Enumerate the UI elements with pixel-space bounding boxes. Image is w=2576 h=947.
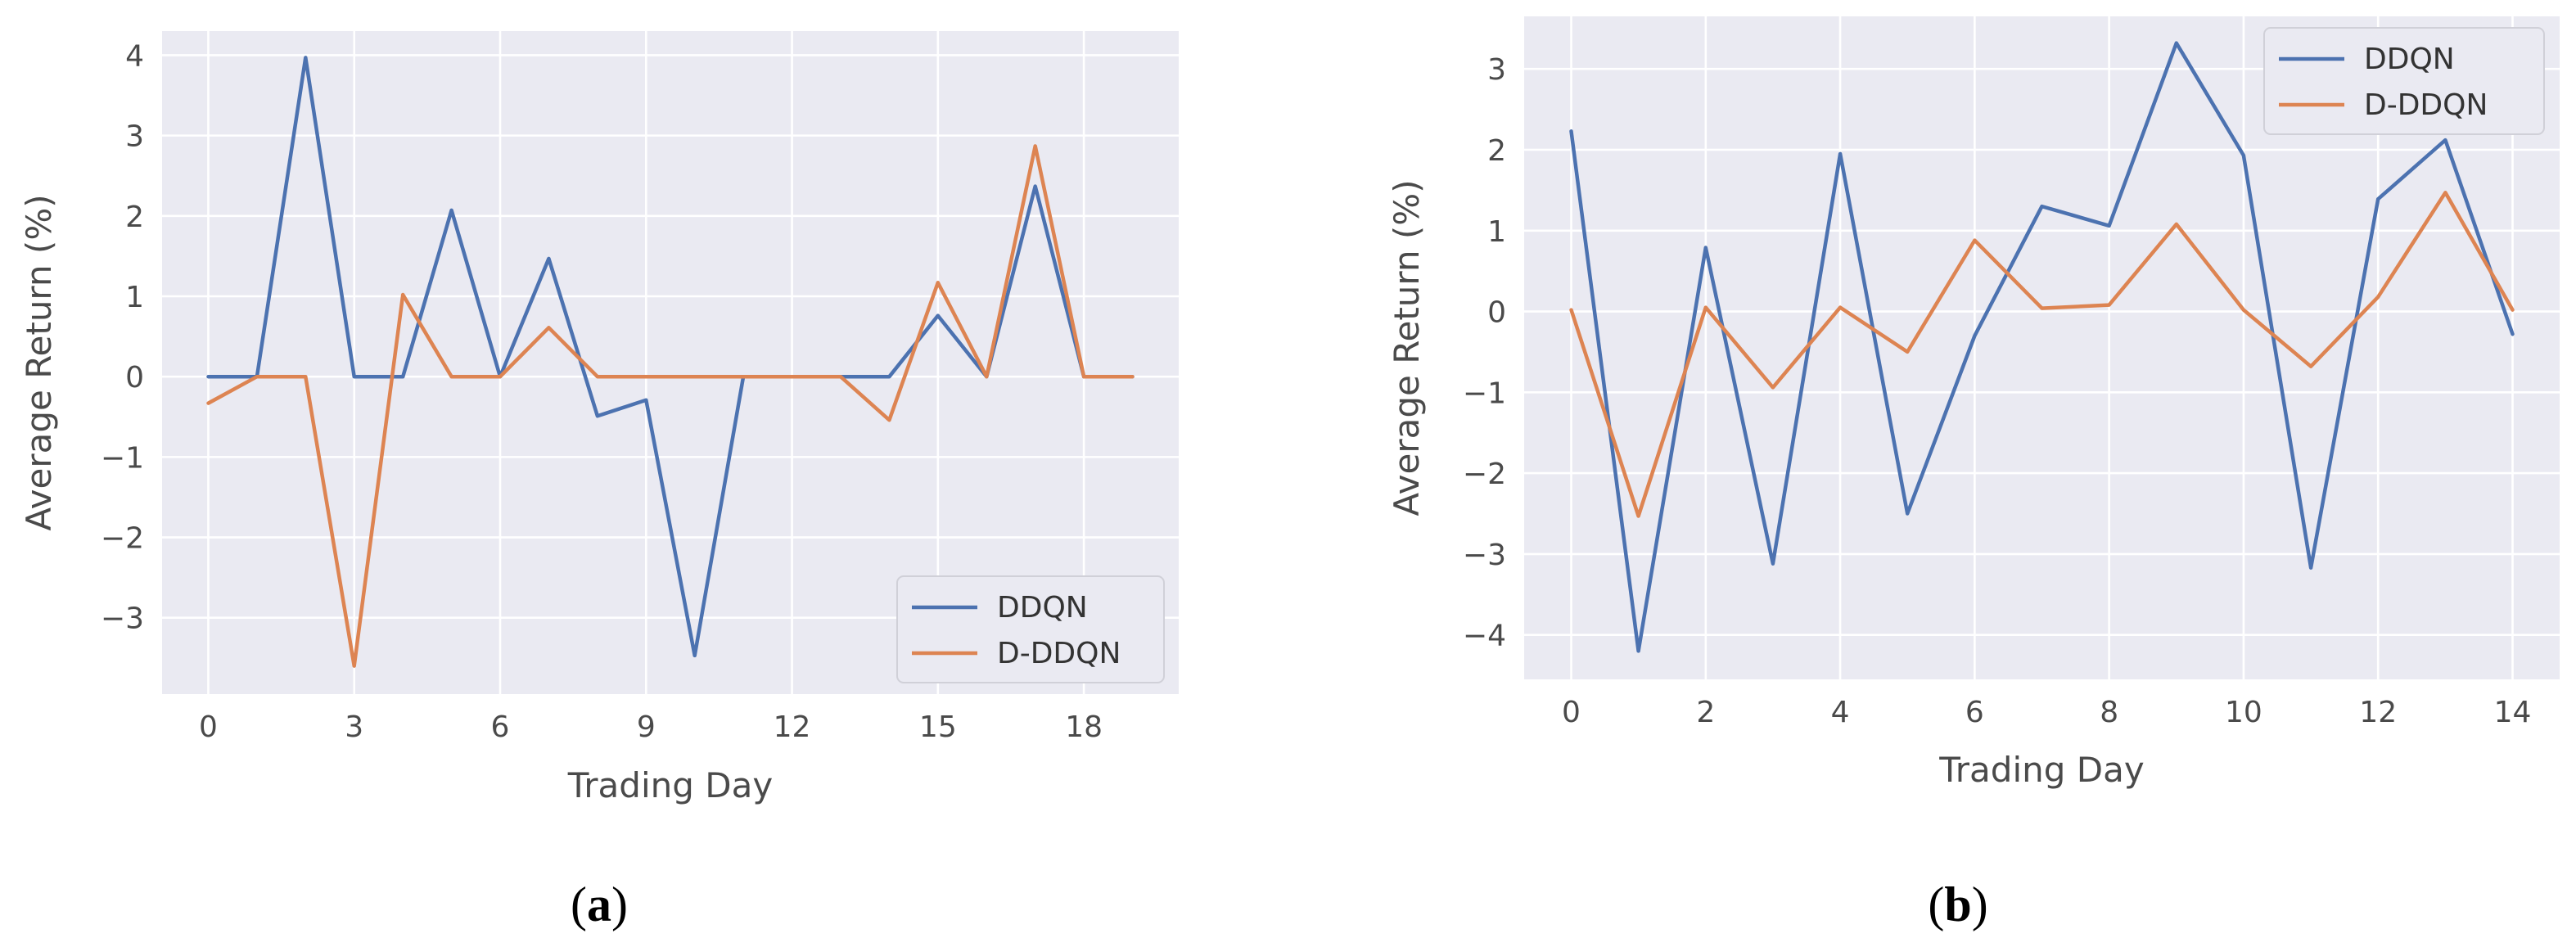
series-line-d-ddqn xyxy=(1569,191,2515,518)
x-tick-label: 9 xyxy=(637,710,656,744)
legend: DDQN D-DDQN xyxy=(2263,27,2545,135)
y-tick-label: 0 xyxy=(125,361,144,395)
x-tick-label: 12 xyxy=(2359,696,2397,729)
legend-entry: D-DDQN xyxy=(997,637,1121,670)
x-tick-label: 12 xyxy=(774,710,811,744)
x-tick-label: 8 xyxy=(2100,696,2118,729)
legend-box xyxy=(2263,27,2545,135)
y-tick-label: −3 xyxy=(1463,539,1506,572)
x-tick-label: 6 xyxy=(1965,696,1984,729)
x-tick-label: 15 xyxy=(919,710,957,744)
y-tick-label: 2 xyxy=(1487,134,1506,168)
x-tick-label: 14 xyxy=(2494,696,2532,729)
x-tick-label: 2 xyxy=(1696,696,1715,729)
legend: DDQN D-DDQN xyxy=(896,575,1165,683)
panel-caption: (a) xyxy=(571,877,628,931)
x-tick-label: 10 xyxy=(2225,696,2262,729)
y-tick-label: 3 xyxy=(125,120,144,154)
y-tick-label: 1 xyxy=(125,281,144,314)
legend-box xyxy=(896,575,1165,683)
y-tick-label: 2 xyxy=(125,201,144,234)
legend-entry: DDQN xyxy=(2364,43,2455,76)
x-tick-label: 3 xyxy=(345,710,363,744)
x-axis-label: Trading Day xyxy=(1938,750,2144,790)
x-axis-label: Trading Day xyxy=(567,765,773,805)
y-tick-label: −1 xyxy=(1463,377,1506,410)
y-tick-label: −3 xyxy=(101,602,144,636)
y-axis-label: Average Return (%) xyxy=(19,194,59,530)
legend-entry: DDQN xyxy=(997,591,1088,625)
y-tick-label: −4 xyxy=(1463,620,1506,653)
x-tick-label: 18 xyxy=(1065,710,1103,744)
x-tick-label: 6 xyxy=(491,710,510,744)
series-line-d-ddqn xyxy=(206,144,1135,668)
y-tick-label: 4 xyxy=(125,39,144,73)
legend-entry: D-DDQN xyxy=(2364,88,2488,122)
y-axis-label: Average Return (%) xyxy=(1387,179,1427,516)
y-tick-label: 1 xyxy=(1487,215,1506,249)
y-tick-label: −1 xyxy=(101,441,144,475)
panel-caption: (b) xyxy=(1928,877,1987,931)
series-line-ddqn xyxy=(206,56,1135,658)
y-tick-label: −2 xyxy=(101,522,144,556)
x-tick-label: 0 xyxy=(199,710,218,744)
x-tick-label: 0 xyxy=(1562,696,1581,729)
x-tick-label: 4 xyxy=(1831,696,1850,729)
y-tick-label: 0 xyxy=(1487,296,1506,330)
y-tick-label: −2 xyxy=(1463,458,1506,491)
y-tick-label: 3 xyxy=(1487,53,1506,87)
